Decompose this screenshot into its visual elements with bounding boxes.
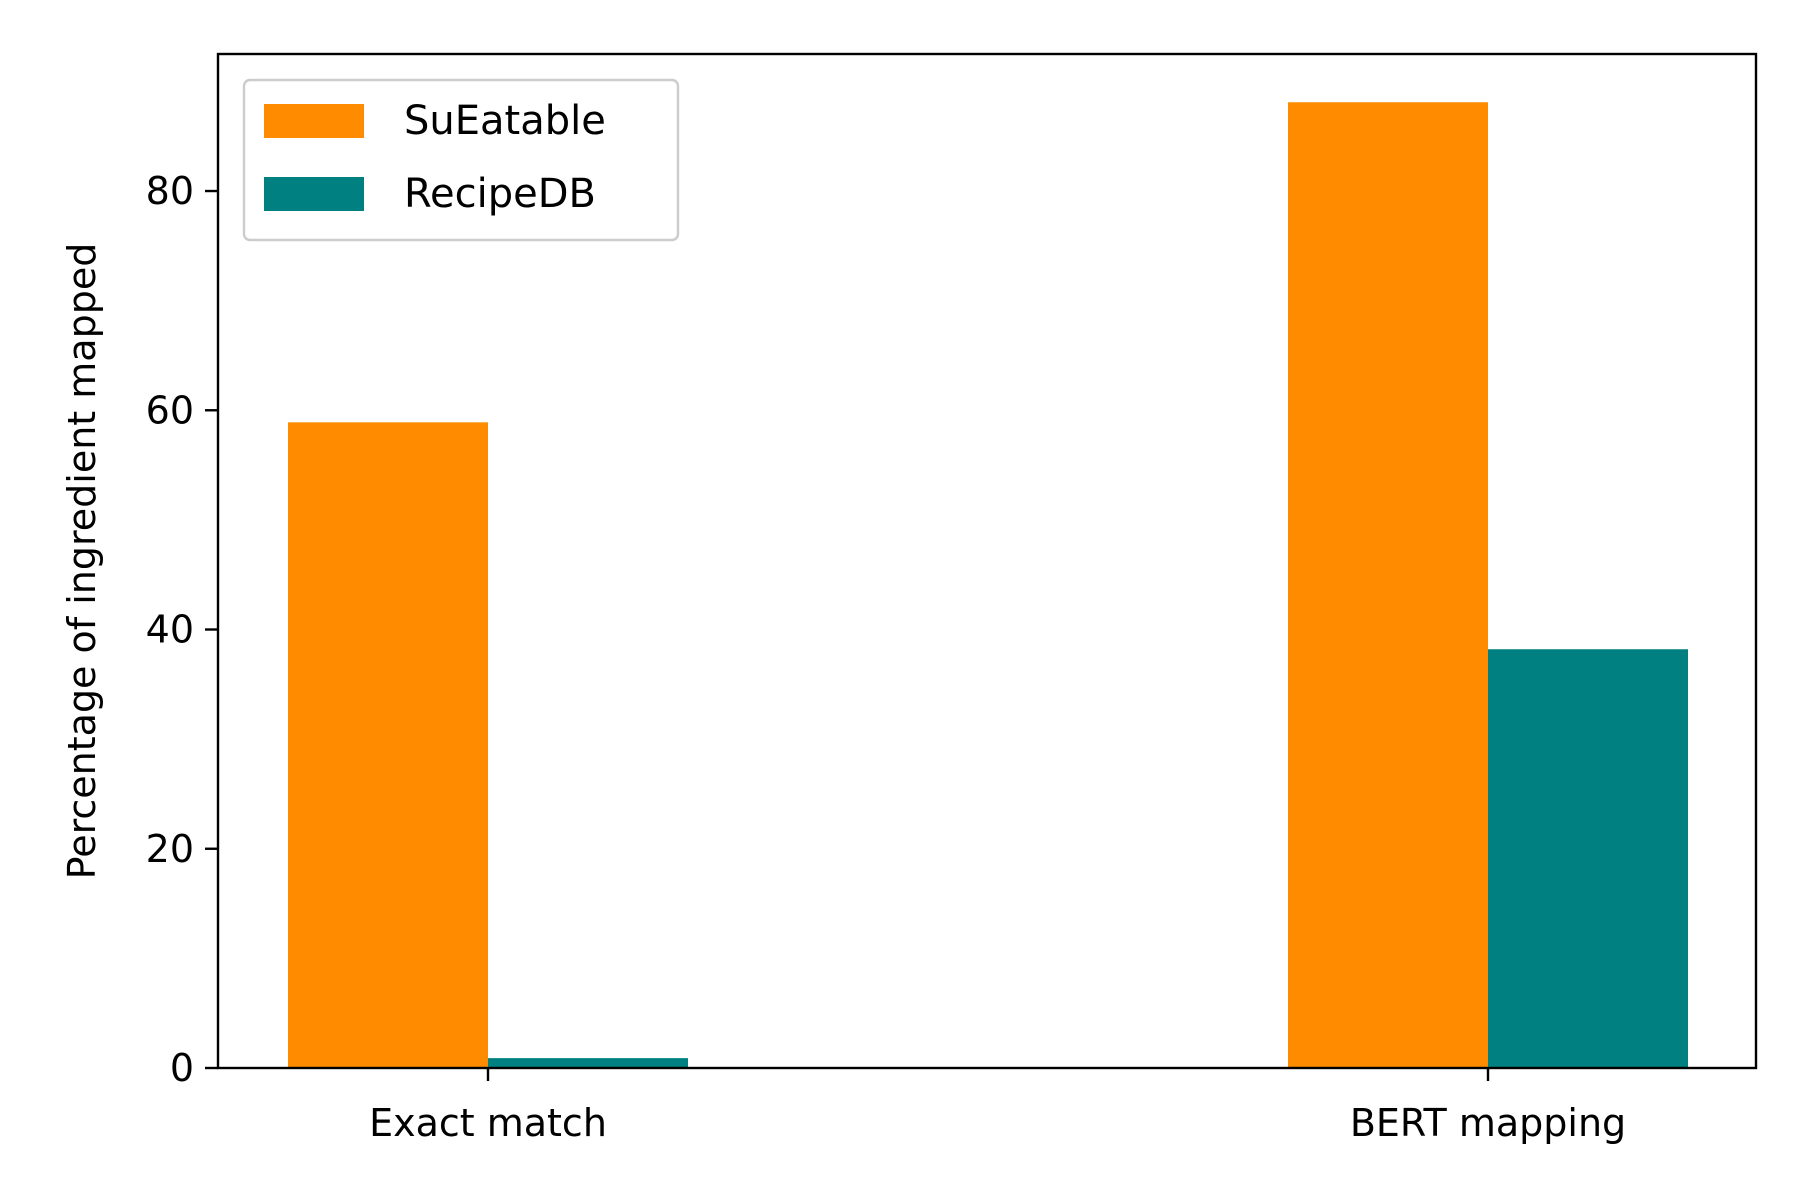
y-tick-label: 80 (146, 169, 194, 213)
x-tick-label: BERT mapping (1350, 1101, 1626, 1145)
bar-recipedb-exact-match (488, 1058, 688, 1068)
plot-area-frame (216, 52, 1758, 1070)
x-axis: Exact match BERT mapping (369, 1068, 1626, 1145)
y-tick-label: 60 (146, 388, 194, 432)
legend: SuEatable RecipeDB (242, 78, 680, 242)
x-tick-label: Exact match (369, 1101, 607, 1145)
y-tick-label: 0 (170, 1046, 194, 1090)
y-axis-label: Percentage of ingredient mapped (60, 243, 104, 880)
y-tick-label: 20 (146, 827, 194, 871)
legend-label-recipedb: RecipeDB (404, 171, 596, 217)
y-tick-label: 40 (146, 608, 194, 652)
bar-recipedb-bert-mapping (1488, 649, 1688, 1068)
bar-sueatable-bert-mapping (1288, 102, 1488, 1068)
legend-swatch-sueatable (264, 104, 364, 138)
legend-label-sueatable: SuEatable (404, 98, 606, 144)
y-axis: 0 20 40 60 80 (146, 169, 218, 1090)
bar-sueatable-exact-match (288, 422, 488, 1069)
legend-swatch-recipedb (264, 177, 364, 211)
bars-layer (288, 102, 1688, 1069)
